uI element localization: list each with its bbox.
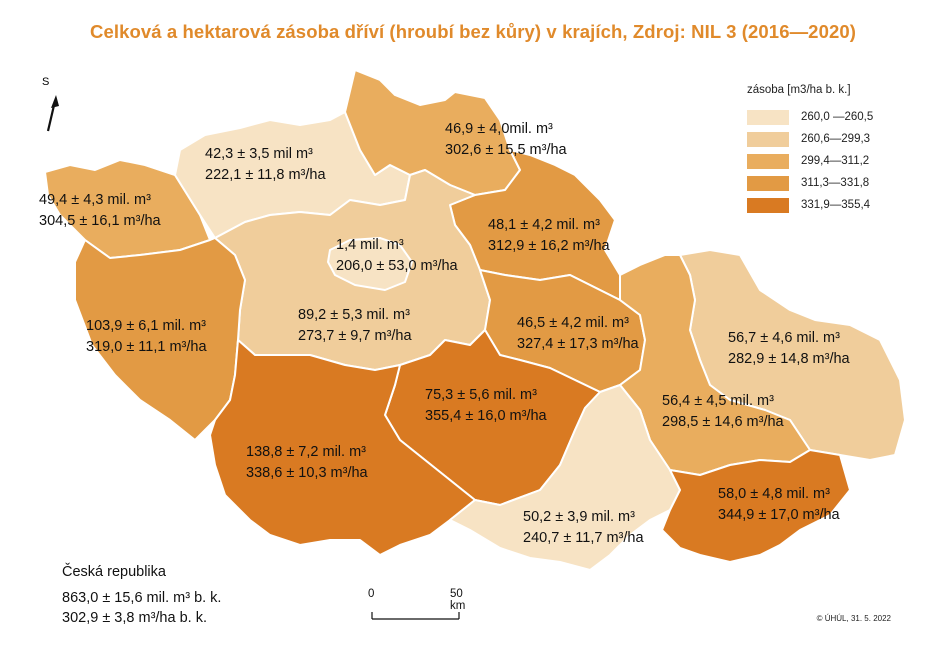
label-jihomoravsky: 50,2 ± 3,9 mil. m³ 240,7 ± 11,7 m³/ha: [523, 509, 644, 546]
label-moravskoslezsky: 56,7 ± 4,6 mil. m³ 282,9 ± 14,8 m³/ha: [728, 330, 850, 367]
country-per-ha: 302,9 ± 3,8 m³/ha b. k.: [62, 610, 207, 626]
country-total: 863,0 ± 15,6 mil. m³ b. k.: [62, 590, 222, 606]
label-kralovehradecky: 48,1 ± 4,2 mil. m³ 312,9 ± 16,2 m³/ha: [488, 217, 610, 254]
country-summary: Česká republika 863,0 ± 15,6 mil. m³ b. …: [62, 564, 221, 628]
legend-item: 299,4—311,2: [747, 150, 873, 172]
label-pardubicky: 46,5 ± 4,2 mil. m³ 327,4 ± 17,3 m³/ha: [517, 315, 639, 352]
scale-bar: [371, 612, 460, 620]
label-ustecky: 42,3 ± 3,5 mil m³ 222,1 ± 11,8 m³/ha: [205, 146, 326, 183]
label-olomoucky: 56,4 ± 4,5 mil. m³ 298,5 ± 14,6 m³/ha: [662, 393, 784, 430]
country-name: Česká republika: [62, 564, 166, 580]
scale-labels: 0 50 km: [368, 588, 465, 612]
label-vysocina: 75,3 ± 5,6 mil. m³ 355,4 ± 16,0 m³/ha: [425, 387, 547, 424]
north-arrow-icon: [46, 95, 59, 132]
legend-item: 311,3—331,8: [747, 172, 873, 194]
legend: zásoba [m3/ha b. k.] 260,0 —260,5 260,6—…: [747, 84, 873, 216]
label-praha: 1,4 mil. m³ 206,0 ± 53,0 m³/ha: [336, 237, 458, 274]
legend-item: 260,6—299,3: [747, 128, 873, 150]
region-praha[interactable]: [327, 237, 413, 291]
label-plzensky: 103,9 ± 6,1 mil. m³ 319,0 ± 11,1 m³/ha: [86, 318, 207, 355]
label-liberecky: 46,9 ± 4,0mil. m³ 302,6 ± 15,5 m³/ha: [445, 121, 567, 158]
legend-item: 260,0 —260,5: [747, 106, 873, 128]
region-zlinsky[interactable]: [661, 449, 851, 563]
legend-title: zásoba [m3/ha b. k.]: [747, 84, 851, 96]
scale-start: 0: [368, 588, 375, 600]
map-title: Celková a hektarová zásoba dříví (hroubí…: [90, 21, 856, 42]
scale-end: 50 km: [450, 588, 466, 612]
north-label: S: [42, 76, 50, 88]
label-zlinsky: 58,0 ± 4,8 mil. m³ 344,9 ± 17,0 m³/ha: [718, 486, 840, 523]
label-stredocesky: 89,2 ± 5,3 mil. m³ 273,7 ± 9,7 m³/ha: [298, 307, 412, 344]
legend-item: 331,9—355,4: [747, 194, 873, 216]
label-karlovarsky: 49,4 ± 4,3 mil. m³ 304,5 ± 16,1 m³/ha: [39, 192, 161, 229]
region-jihocesky[interactable]: [209, 339, 476, 556]
region-jihomoravsky[interactable]: [449, 384, 681, 571]
label-jihocesky: 138,8 ± 7,2 mil. m³ 338,6 ± 10,3 m³/ha: [246, 444, 368, 481]
copyright: © ÚHÚL, 31. 5. 2022: [816, 614, 891, 623]
